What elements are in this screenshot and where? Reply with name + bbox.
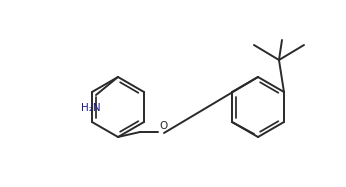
Text: H₂N: H₂N — [81, 103, 101, 113]
Text: O: O — [159, 121, 167, 131]
